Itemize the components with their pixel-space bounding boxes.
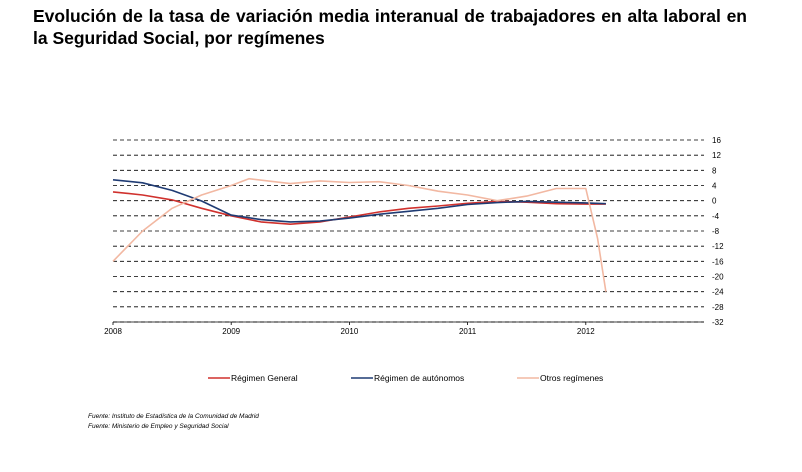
y-tick-label: -24 <box>712 288 724 297</box>
x-tick-label: 2010 <box>341 327 359 336</box>
series-lines <box>112 177 607 292</box>
x-tick-label: 2009 <box>222 327 240 336</box>
x-tick-label: 2008 <box>104 327 122 336</box>
legend: Régimen General Régimen de autónomos Otros… <box>208 373 603 383</box>
source-note-1: Fuente: Instituto de Estadística de la C… <box>88 413 259 420</box>
gridlines <box>113 139 704 323</box>
series-line-0 <box>112 191 606 225</box>
source-note-2: Fuente: Ministerio de Empleo y Seguridad… <box>88 423 229 430</box>
y-tick-label: -4 <box>712 212 720 221</box>
y-axis-ticks: 16 12 8 4 0 -4 -8 -12 -16 -20 -24 -28 -32 <box>712 136 724 327</box>
x-tick-label: 2012 <box>577 327 595 336</box>
y-tick-label: 8 <box>712 166 717 175</box>
y-tick-label: -8 <box>712 227 720 236</box>
x-axis-ticks: 2008 2009 2010 2011 2012 <box>104 322 595 336</box>
legend-label: Régimen General <box>231 373 298 383</box>
legend-label: Otros regímenes <box>540 373 603 383</box>
y-tick-label: -32 <box>712 318 724 327</box>
y-tick-label: -28 <box>712 303 724 312</box>
y-tick-label: 12 <box>712 151 721 160</box>
y-tick-label: 16 <box>712 136 721 145</box>
y-tick-label: 4 <box>712 182 717 191</box>
y-tick-label: -20 <box>712 273 724 282</box>
chart-title: Evolución de la tasa de variación media … <box>33 6 747 48</box>
series-line-1 <box>112 179 606 223</box>
legend-label: Régimen de autónomos <box>374 373 464 383</box>
y-tick-label: -12 <box>712 242 724 251</box>
series-line-2 <box>112 177 607 292</box>
x-tick-label: 2011 <box>459 327 477 336</box>
y-tick-label: -16 <box>712 257 724 266</box>
y-tick-label: 0 <box>712 197 717 206</box>
